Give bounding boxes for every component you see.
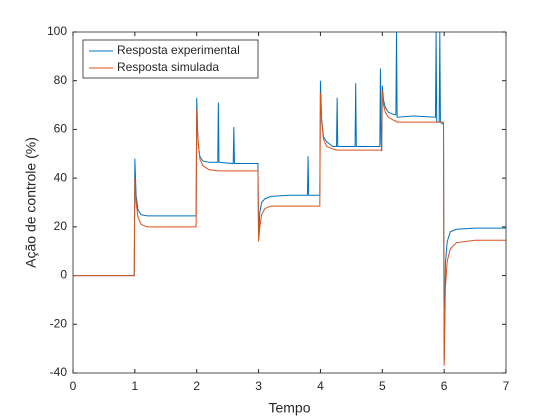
legend: Resposta experimental Resposta simulada [82, 39, 259, 79]
axes-box [72, 31, 507, 374]
x-tick-label: 6 [441, 379, 448, 393]
series-group [73, 32, 506, 366]
y-tick-label: 40 [54, 170, 68, 184]
x-tick-label: 7 [503, 379, 510, 393]
x-tick-label: 4 [317, 379, 324, 393]
x-axis-label: Tempo [268, 400, 310, 416]
x-tick-label: 2 [193, 379, 200, 393]
legend-label: Resposta simulada [117, 60, 219, 74]
y-axis-label: Ação de controle (%) [23, 137, 39, 268]
y-tick-label: 100 [47, 24, 67, 38]
x-tick-label: 3 [255, 379, 262, 393]
line-series [73, 90, 506, 366]
x-tick-label: 5 [379, 379, 386, 393]
x-tick-label: 1 [132, 379, 139, 393]
legend-label: Resposta experimental [117, 43, 240, 57]
y-tick-label: 60 [54, 122, 68, 136]
y-tick-label: -20 [50, 316, 68, 330]
y-tick-label: -40 [50, 365, 68, 379]
y-tick-label: 20 [54, 219, 68, 233]
legend-box [82, 39, 259, 79]
y-tick-label: 80 [54, 73, 68, 87]
plot-area [73, 32, 506, 373]
y-tick-label: 0 [60, 268, 67, 282]
x-tick-label: 0 [70, 379, 77, 393]
